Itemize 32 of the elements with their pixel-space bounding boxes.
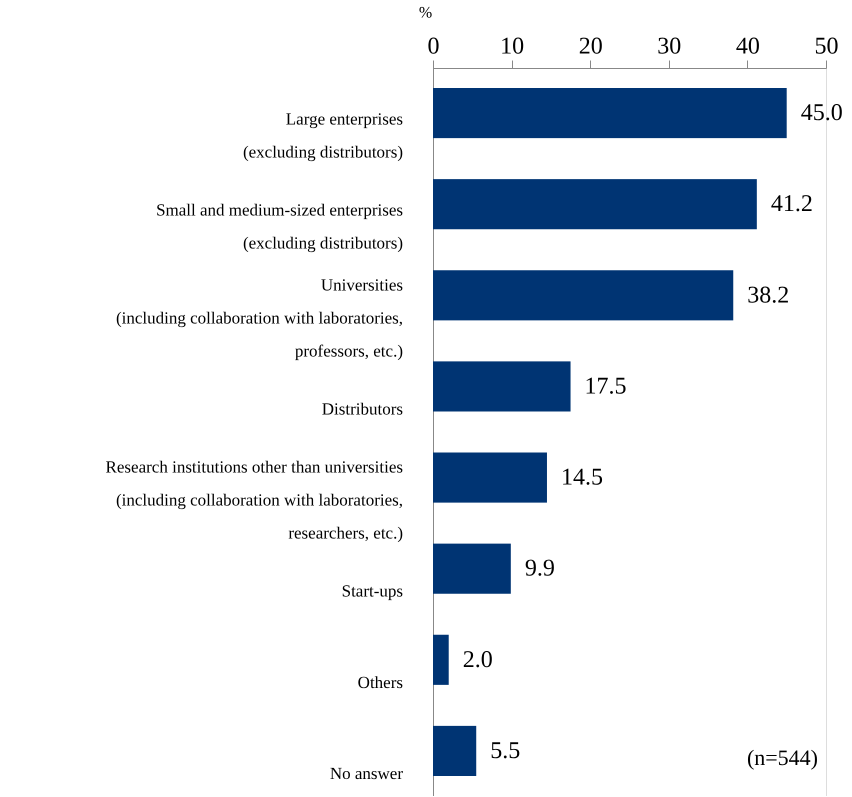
bar xyxy=(433,88,787,138)
bar xyxy=(433,726,476,776)
x-tick-label: 0 xyxy=(428,34,440,60)
bar xyxy=(433,452,547,503)
x-axis-title: % xyxy=(418,4,432,22)
y-tick-label: Others xyxy=(358,672,403,692)
y-tick-label: Distributors xyxy=(322,399,403,418)
category-label: Universities (including collaboration with laboratories, professors, etc.) xyxy=(116,275,403,360)
data-label: 45.0 xyxy=(800,100,843,126)
data-label: 14.5 xyxy=(560,464,603,491)
data-label: 41.2 xyxy=(770,191,813,218)
data-label: 2.0 xyxy=(462,646,493,673)
data-label: 9.9 xyxy=(524,556,555,582)
data-label: 17.5 xyxy=(584,373,627,400)
bar xyxy=(433,270,734,320)
x-tick-label: 50 xyxy=(814,34,838,60)
data-label: 5.5 xyxy=(490,738,520,764)
y-tick-label: No answer xyxy=(330,764,404,783)
x-tick-label: 30 xyxy=(657,34,682,60)
category-label: Small and medium-sized enterprises (excluding distributors) xyxy=(156,200,403,253)
bar xyxy=(433,361,571,412)
category-label: Large enterprises (excluding distributors) xyxy=(242,110,403,162)
x-tick-label: 40 xyxy=(736,34,760,60)
bar xyxy=(433,544,511,594)
x-tick-label: 10 xyxy=(500,34,524,60)
annotation: (n=544) xyxy=(746,745,818,770)
bar xyxy=(433,179,757,230)
data-label: 38.2 xyxy=(747,282,790,308)
bar xyxy=(433,634,449,685)
x-tick-label: 20 xyxy=(578,34,603,60)
category-label: Research institutions other than universities (including collaboration with laboratories, researchers, etc.) xyxy=(106,458,403,543)
y-tick-label: Start-ups xyxy=(342,582,403,601)
